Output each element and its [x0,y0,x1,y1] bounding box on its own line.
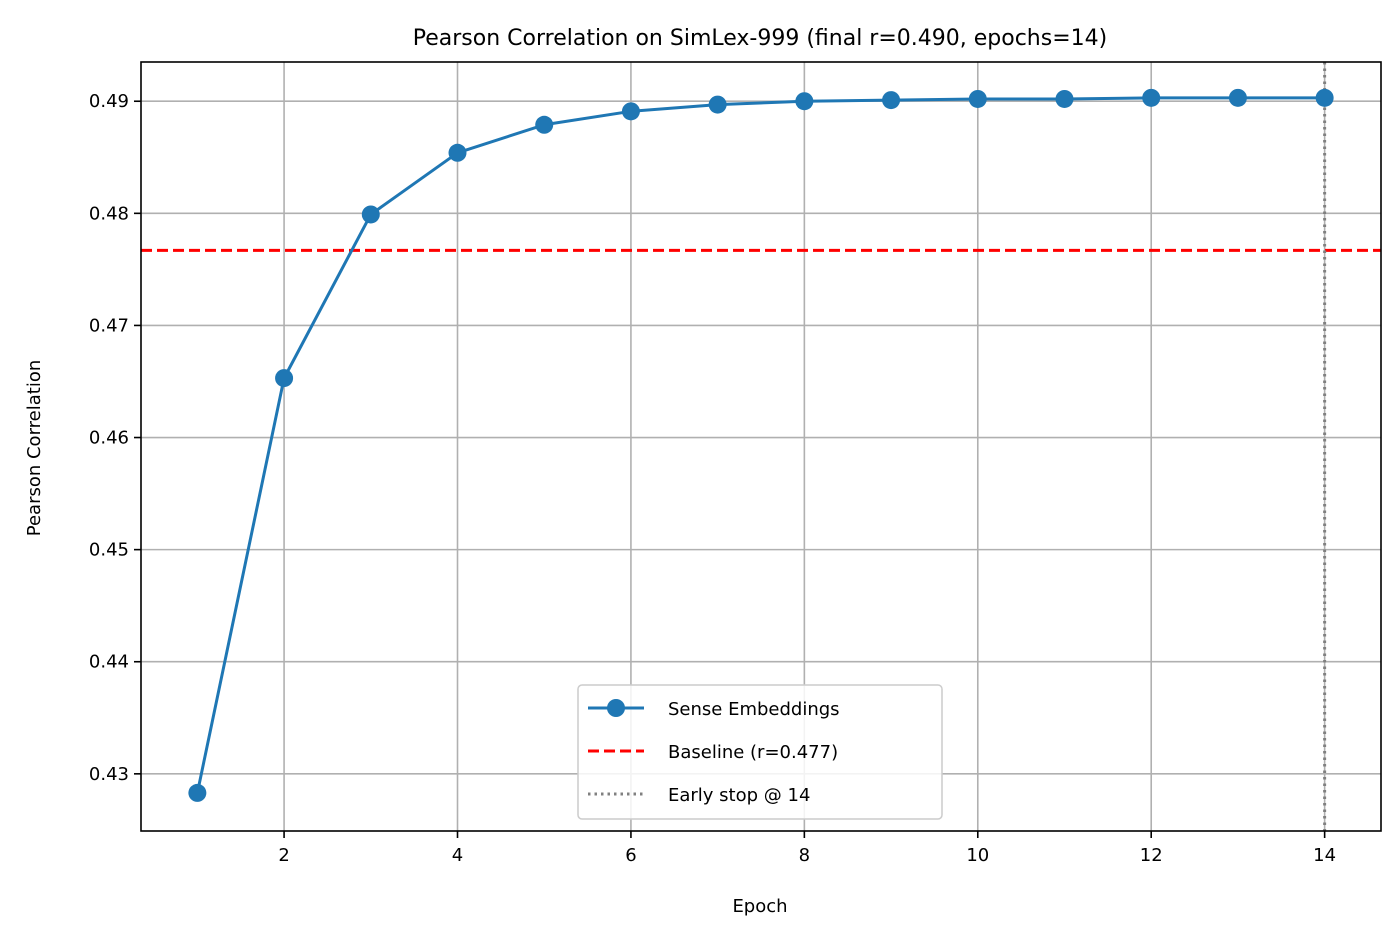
legend-marker [607,699,625,717]
data-point [1315,88,1334,107]
y-tick-label: 0.45 [89,540,129,561]
x-tick-label: 12 [1140,845,1163,866]
x-tick-label: 6 [625,845,636,866]
data-point [795,92,814,111]
chart-title: Pearson Correlation on SimLex-999 (final… [413,26,1107,51]
legend-label: Early stop @ 14 [668,785,810,806]
data-point [448,143,467,162]
data-point [535,115,554,134]
plot-frame [140,61,1382,832]
data-point [1055,89,1074,108]
data-point [1228,88,1247,107]
data-point [361,205,380,224]
series-layer [188,88,1334,802]
data-point [968,89,987,108]
data-point [621,102,640,121]
x-axis-label: Epoch [732,896,787,917]
legend: Sense Embeddings Baseline (r=0.477) Early … [577,684,943,820]
x-tick-label: 10 [966,845,989,866]
x-ticks: 2 4 6 8 10 12 14 [278,831,1336,866]
legend-box [577,684,943,820]
data-point [1142,88,1161,107]
x-tick-label: 14 [1313,845,1336,866]
y-tick-label: 0.43 [89,764,129,785]
y-tick-label: 0.46 [89,428,129,449]
y-tick-label: 0.47 [89,315,129,336]
legend-label: Baseline (r=0.477) [668,742,838,763]
y-ticks: 0.43 0.44 0.45 0.46 0.47 0.48 0.49 [89,91,141,785]
x-tick-label: 8 [799,845,810,866]
series-line [195,96,1325,794]
y-tick-label: 0.49 [89,91,129,112]
reference-lines [141,62,1381,831]
data-point [882,91,901,110]
data-point [275,369,294,388]
grid [141,62,1381,831]
y-tick-label: 0.44 [89,652,129,673]
y-tick-label: 0.48 [89,203,129,224]
x-tick-label: 4 [452,845,463,866]
data-point [708,95,727,114]
legend-label: Sense Embeddings [668,699,840,720]
y-axis-label: Pearson Correlation [24,360,45,537]
data-point [188,783,207,802]
x-tick-label: 2 [278,845,289,866]
